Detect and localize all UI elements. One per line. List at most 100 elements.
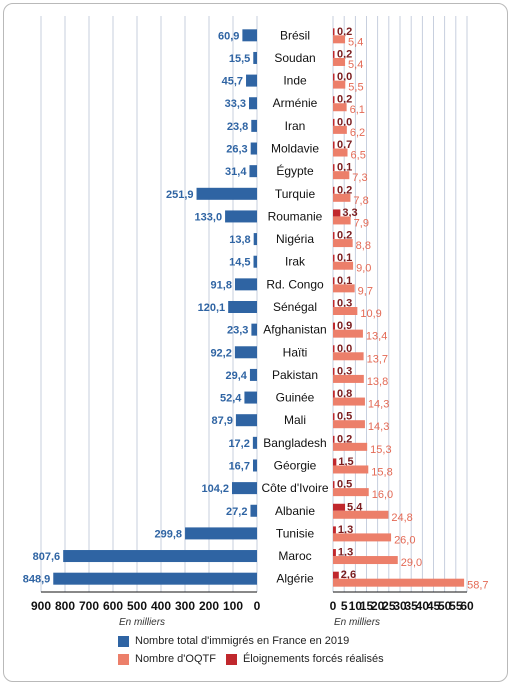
right-tick-label: 45: [427, 599, 441, 613]
label-eloignements-irak: 0,1: [337, 252, 352, 264]
bar-eloignements-guinee: [333, 390, 335, 398]
label-eloignements-soudan: 0,2: [337, 48, 352, 60]
legend-label-eloignements: Éloignements forcés réalisés: [242, 653, 384, 665]
bar-oqtf-egypte: [333, 171, 350, 180]
category-label-pakistan: Pakistan: [272, 368, 318, 382]
label-eloignements-rd-congo: 0,1: [337, 275, 352, 287]
label-oqtf-algerie: 58,7: [467, 580, 488, 592]
bar-eloignements-turquie: [333, 186, 335, 194]
bar-immigrants-maroc: [63, 550, 258, 563]
left-tick-label: 900: [31, 599, 51, 613]
label-oqtf-maroc: 29,0: [401, 557, 422, 569]
bar-oqtf-georgie: [333, 465, 369, 474]
right-unit-label: En milliers: [334, 617, 380, 628]
label-eloignements-albanie: 5,4: [347, 501, 363, 513]
label-eloignements-maroc: 1,3: [338, 547, 353, 559]
label-immigrants-afghanistan: 23,3: [227, 325, 248, 337]
category-label-georgie: Géorgie: [274, 458, 317, 472]
label-eloignements-tunisie: 1,3: [338, 524, 353, 536]
category-label-mali: Mali: [284, 413, 306, 427]
legend: Nombre total d'immigrés en France en 201…: [118, 632, 458, 668]
label-immigrants-bangladesh: 17,2: [228, 438, 249, 450]
bar-eloignements-pakistan: [333, 367, 335, 375]
bar-eloignements-nigeria: [333, 232, 335, 240]
label-oqtf-bangladesh: 15,3: [370, 444, 391, 456]
bar-eloignements-maroc: [333, 549, 336, 557]
label-immigrants-tunisie: 299,8: [155, 528, 183, 540]
bar-immigrants-armenie: [249, 97, 257, 110]
bar-oqtf-pakistan: [333, 374, 364, 383]
bar-oqtf-nigeria: [333, 239, 353, 248]
bar-immigrants-iran: [251, 119, 257, 132]
label-eloignements-armenie: 0,2: [337, 94, 352, 106]
label-immigrants-egypte: 31,4: [225, 166, 247, 178]
label-eloignements-inde: 0,0: [337, 71, 352, 83]
left-tick-label: 500: [127, 599, 147, 613]
label-eloignements-guinee: 0,8: [337, 388, 352, 400]
label-oqtf-egypte: 7,3: [352, 172, 367, 184]
bar-immigrants-irak: [253, 255, 257, 268]
right-tick-label: 5: [341, 599, 348, 613]
bar-eloignements-georgie: [333, 458, 337, 466]
category-label-tunisie: Tunisie: [276, 526, 315, 540]
legend-swatch-eloignements: [225, 653, 237, 665]
bar-oqtf-senegal: [333, 307, 358, 315]
bar-oqtf-roumanie: [333, 216, 351, 225]
legend-row-1: Nombre total d'immigrés en France en 201…: [118, 632, 458, 650]
label-immigrants-nigeria: 13,8: [229, 234, 250, 246]
right-tick-label: 15: [360, 599, 374, 613]
bar-oqtf-tunisie: [333, 533, 392, 542]
bar-oqtf-maroc: [333, 556, 398, 565]
label-immigrants-georgie: 16,7: [229, 460, 250, 472]
chart-frame: [3, 3, 508, 682]
right-tick-label: 40: [416, 599, 430, 613]
legend-row-2: Nombre d'OQTF Éloignements forcés réalis…: [118, 650, 458, 668]
bar-oqtf-inde: [333, 80, 346, 89]
category-label-bresil: Brésil: [280, 28, 310, 42]
label-oqtf-cote-d-ivoire: 16,0: [372, 489, 393, 501]
category-label-irak: Irak: [285, 255, 306, 269]
bar-eloignements-afghanistan: [333, 322, 336, 330]
bar-immigrants-tunisie: [185, 527, 257, 540]
left-tick-label: 400: [151, 599, 171, 613]
bar-immigrants-haiti: [234, 346, 257, 359]
category-label-guinee: Guinée: [276, 391, 315, 405]
bar-eloignements-irak: [333, 254, 335, 262]
label-immigrants-albanie: 27,2: [226, 506, 247, 518]
label-immigrants-pakistan: 29,4: [226, 370, 248, 382]
label-oqtf-afghanistan: 13,4: [366, 331, 387, 343]
bar-eloignements-soudan: [333, 50, 335, 58]
bar-oqtf-iran: [333, 125, 347, 134]
label-eloignements-roumanie: 3,3: [342, 207, 357, 219]
bar-eloignements-egypte: [333, 164, 335, 172]
label-oqtf-rd-congo: 9,7: [358, 285, 373, 297]
label-eloignements-mali: 0,5: [337, 411, 352, 423]
left-tick-label: 200: [199, 599, 219, 613]
bar-oqtf-moldavie: [333, 148, 348, 157]
label-immigrants-mali: 87,9: [211, 415, 232, 427]
category-label-bangladesh: Bangladesh: [263, 436, 326, 450]
category-label-turquie: Turquie: [275, 187, 316, 201]
legend-label-oqtf: Nombre d'OQTF: [135, 653, 216, 665]
label-oqtf-georgie: 15,8: [371, 466, 392, 478]
label-oqtf-turquie: 7,8: [353, 195, 368, 207]
label-eloignements-bangladesh: 0,2: [337, 433, 352, 445]
bar-immigrants-albanie: [250, 504, 257, 517]
left-tick-label: 300: [175, 599, 195, 613]
category-label-egypte: Égypte: [276, 163, 314, 178]
bar-eloignements-tunisie: [333, 526, 336, 534]
label-eloignements-bresil: 0,2: [337, 26, 352, 38]
bar-oqtf-guinee: [333, 397, 365, 406]
bar-immigrants-senegal: [228, 301, 257, 313]
legend-label-immigrants: Nombre total d'immigrés en France en 201…: [135, 635, 350, 647]
label-eloignements-afghanistan: 0,9: [337, 320, 352, 332]
label-immigrants-irak: 14,5: [229, 257, 250, 269]
label-eloignements-georgie: 1,5: [338, 456, 353, 468]
right-tick-label: 50: [438, 599, 452, 613]
label-immigrants-moldavie: 26,3: [226, 144, 247, 156]
bar-immigrants-bangladesh: [252, 436, 257, 449]
bar-immigrants-soudan: [253, 51, 257, 64]
label-oqtf-haiti: 13,7: [367, 353, 388, 365]
bar-eloignements-bresil: [333, 28, 335, 36]
